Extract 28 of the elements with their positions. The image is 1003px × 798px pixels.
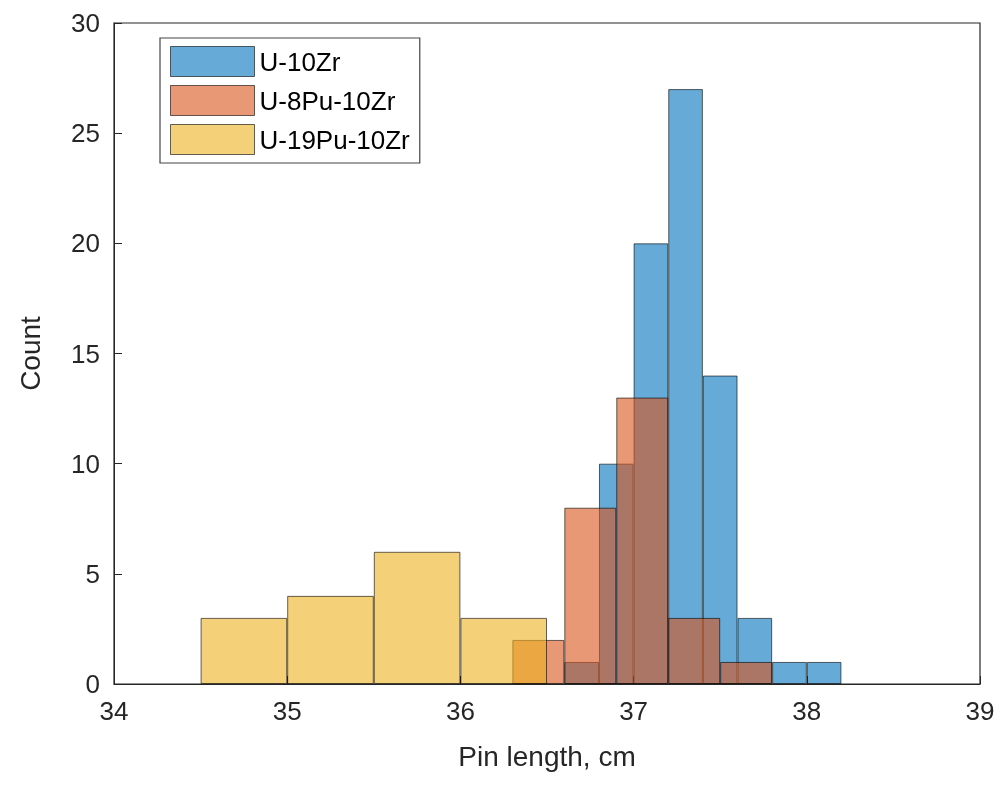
y-axis-title: Count (14, 315, 46, 391)
x-tick-label: 39 (965, 696, 995, 726)
legend-label: U-8Pu-10Zr (259, 85, 396, 116)
y-tick-label: 25 (71, 118, 100, 149)
bar (772, 661, 807, 684)
y-tick-label: 15 (71, 338, 100, 369)
x-axis-title: Pin length, cm (458, 740, 636, 772)
bar (373, 551, 461, 684)
bar (200, 617, 288, 684)
legend-label: U-19Pu-10Zr (259, 124, 411, 155)
bar (720, 661, 773, 684)
bar (287, 595, 374, 684)
bar (806, 661, 842, 684)
y-tick-label: 10 (71, 448, 100, 479)
y-tick-label: 20 (71, 228, 100, 259)
x-tick-label: 34 (99, 696, 129, 726)
bar (668, 617, 721, 684)
x-tick-label: 38 (792, 696, 822, 726)
legend-label: U-10Zr (259, 46, 341, 77)
y-tick-label: 30 (71, 8, 100, 38)
x-tick-label: 35 (272, 696, 302, 726)
y-tick-label: 5 (85, 558, 100, 589)
x-tick-label: 37 (619, 696, 649, 726)
bar (564, 507, 617, 684)
x-tick-label: 36 (445, 696, 475, 726)
y-tick-label: 0 (85, 669, 100, 699)
bar (460, 617, 547, 684)
bar (616, 397, 669, 684)
